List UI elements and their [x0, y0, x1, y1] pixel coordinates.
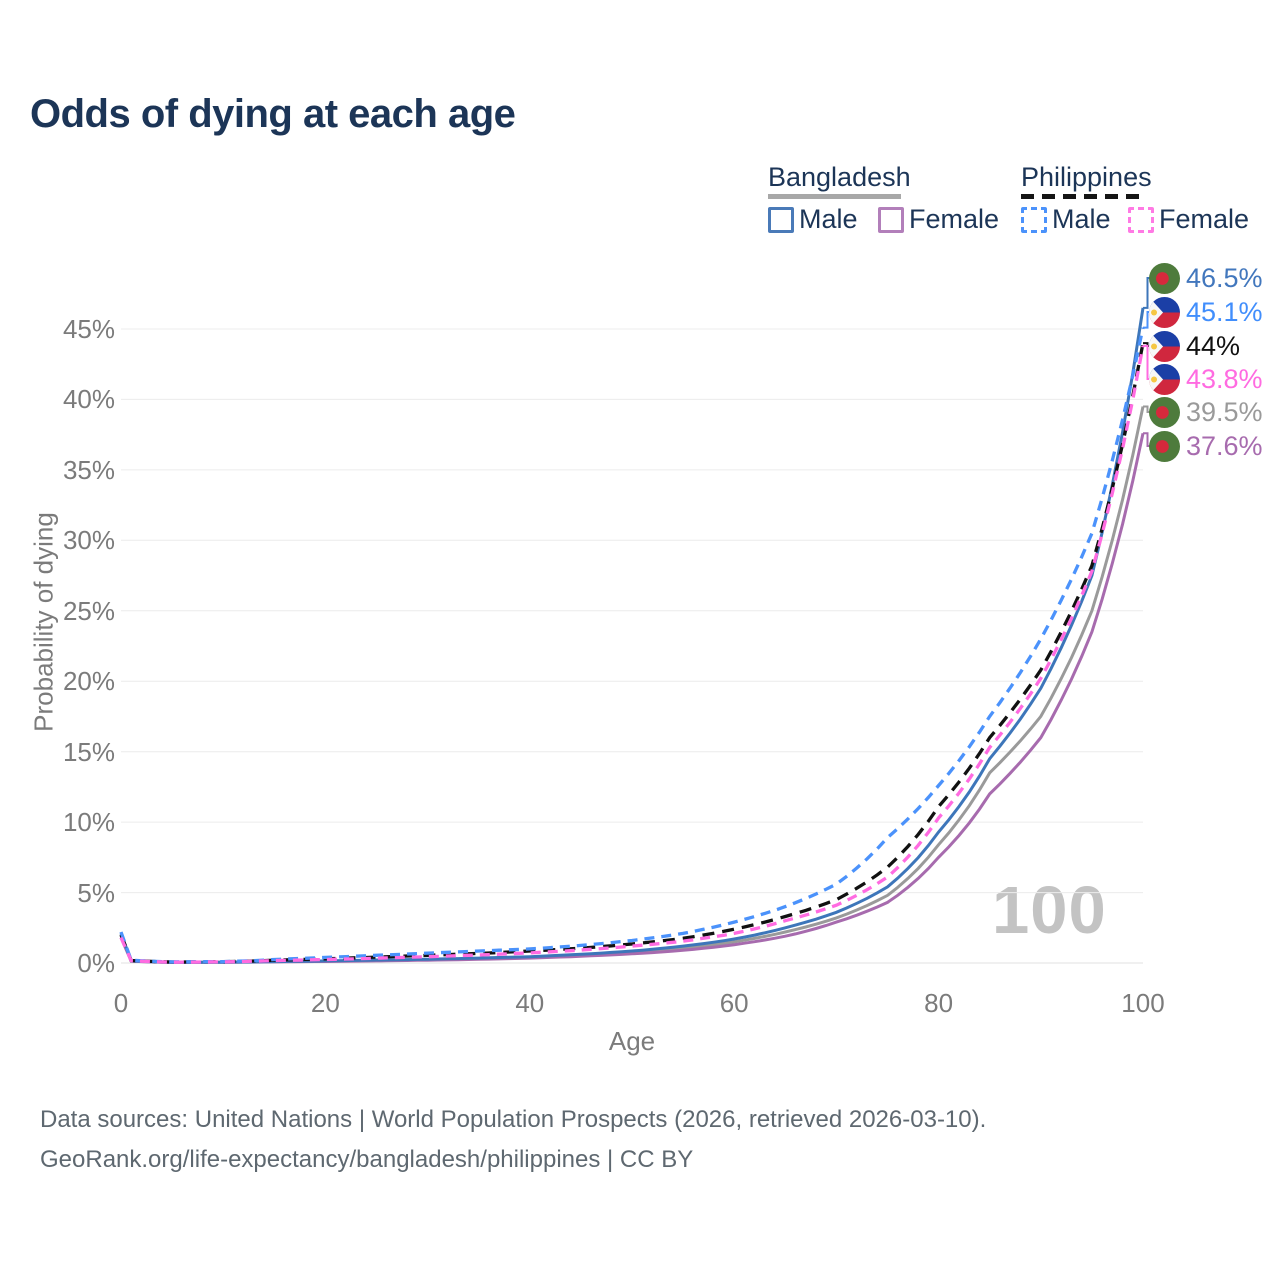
legend-item-bangladesh-female[interactable]: Female: [878, 204, 999, 235]
bangladesh-line-sample: [768, 194, 901, 199]
end-label-philippines-male: 45.1%: [1149, 295, 1263, 329]
y-tick-label: 45%: [62, 313, 115, 344]
checkbox-icon[interactable]: [1128, 206, 1154, 233]
x-tick-label: 20: [310, 988, 340, 1018]
legend-title-philippines[interactable]: Philippines: [1021, 162, 1152, 192]
legend-item-philippines-male[interactable]: Male: [1021, 204, 1111, 235]
series-line-philippines-both-sexes: [119, 342, 1145, 964]
x-tick-label: 0: [113, 988, 129, 1018]
checkbox-icon[interactable]: [768, 206, 794, 233]
data-source-note: Data sources: United Nations | World Pop…: [40, 1106, 987, 1133]
end-label-value: 43.8%: [1186, 363, 1263, 394]
y-tick-label: 35%: [62, 454, 115, 485]
x-tick-label: 100: [1121, 988, 1165, 1018]
series-line-bangladesh-male: [119, 307, 1145, 964]
y-tick-label: 40%: [62, 384, 115, 415]
series-line-bangladesh-female: [119, 432, 1145, 964]
x-tick-label: 40: [515, 988, 545, 1018]
age-watermark: 100: [992, 873, 1107, 948]
y-tick-label: 10%: [62, 807, 115, 838]
x-axis-title: Age: [608, 1026, 656, 1056]
legend-group-bangladesh[interactable]: Bangladesh: [768, 163, 911, 199]
end-label-bangladesh-both-sexes: 39.5%: [1149, 395, 1263, 429]
y-tick-label: 5%: [77, 877, 115, 908]
philippines-flag-icon: [1149, 363, 1180, 395]
series-line-philippines-male: [119, 327, 1145, 964]
checkbox-icon[interactable]: [1021, 206, 1047, 233]
series-line-philippines-female: [119, 345, 1145, 964]
end-label-bangladesh-male: 46.5%: [1149, 261, 1263, 295]
bangladesh-flag-icon: [1149, 396, 1180, 428]
legend-item-label: Male: [1052, 204, 1111, 234]
legend-item-label: Male: [799, 204, 858, 234]
legend-item-bangladesh-male[interactable]: Male: [768, 204, 858, 235]
legend-item-label: Female: [1159, 204, 1250, 234]
philippines-line-sample: [1021, 194, 1147, 199]
y-tick-label: 25%: [62, 595, 115, 626]
series-line-bangladesh-both-sexes: [119, 406, 1145, 964]
end-label-value: 37.6%: [1186, 430, 1263, 461]
x-tick-label: 60: [719, 988, 749, 1018]
checkbox-icon[interactable]: [878, 206, 904, 233]
end-label-philippines-both-sexes: 44%: [1149, 329, 1240, 363]
end-label-philippines-female: 43.8%: [1149, 362, 1263, 396]
attribution-note: GeoRank.org/life-expectancy/bangladesh/p…: [40, 1146, 694, 1173]
y-tick-label: 15%: [62, 736, 115, 767]
philippines-flag-icon: [1149, 330, 1180, 362]
legend-title-bangladesh[interactable]: Bangladesh: [768, 162, 911, 192]
legend-item-label: Female: [909, 204, 1000, 234]
y-tick-label: 20%: [62, 666, 115, 697]
end-label-value: 44%: [1186, 330, 1241, 361]
legend-group-philippines[interactable]: Philippines: [1021, 163, 1152, 199]
y-tick-label: 30%: [62, 525, 115, 556]
y-tick-label: 0%: [77, 948, 115, 978]
end-label-bangladesh-female: 37.6%: [1149, 429, 1263, 463]
legend-item-philippines-female[interactable]: Female: [1128, 204, 1249, 235]
x-tick-label: 80: [924, 988, 954, 1018]
end-label-value: 46.5%: [1186, 262, 1263, 293]
philippines-flag-icon: [1149, 296, 1180, 328]
end-label-value: 39.5%: [1186, 396, 1263, 427]
end-label-value: 45.1%: [1186, 296, 1263, 327]
page-title: Odds of dying at each age: [30, 92, 516, 136]
bangladesh-flag-icon: [1149, 262, 1180, 294]
bangladesh-flag-icon: [1149, 430, 1180, 462]
